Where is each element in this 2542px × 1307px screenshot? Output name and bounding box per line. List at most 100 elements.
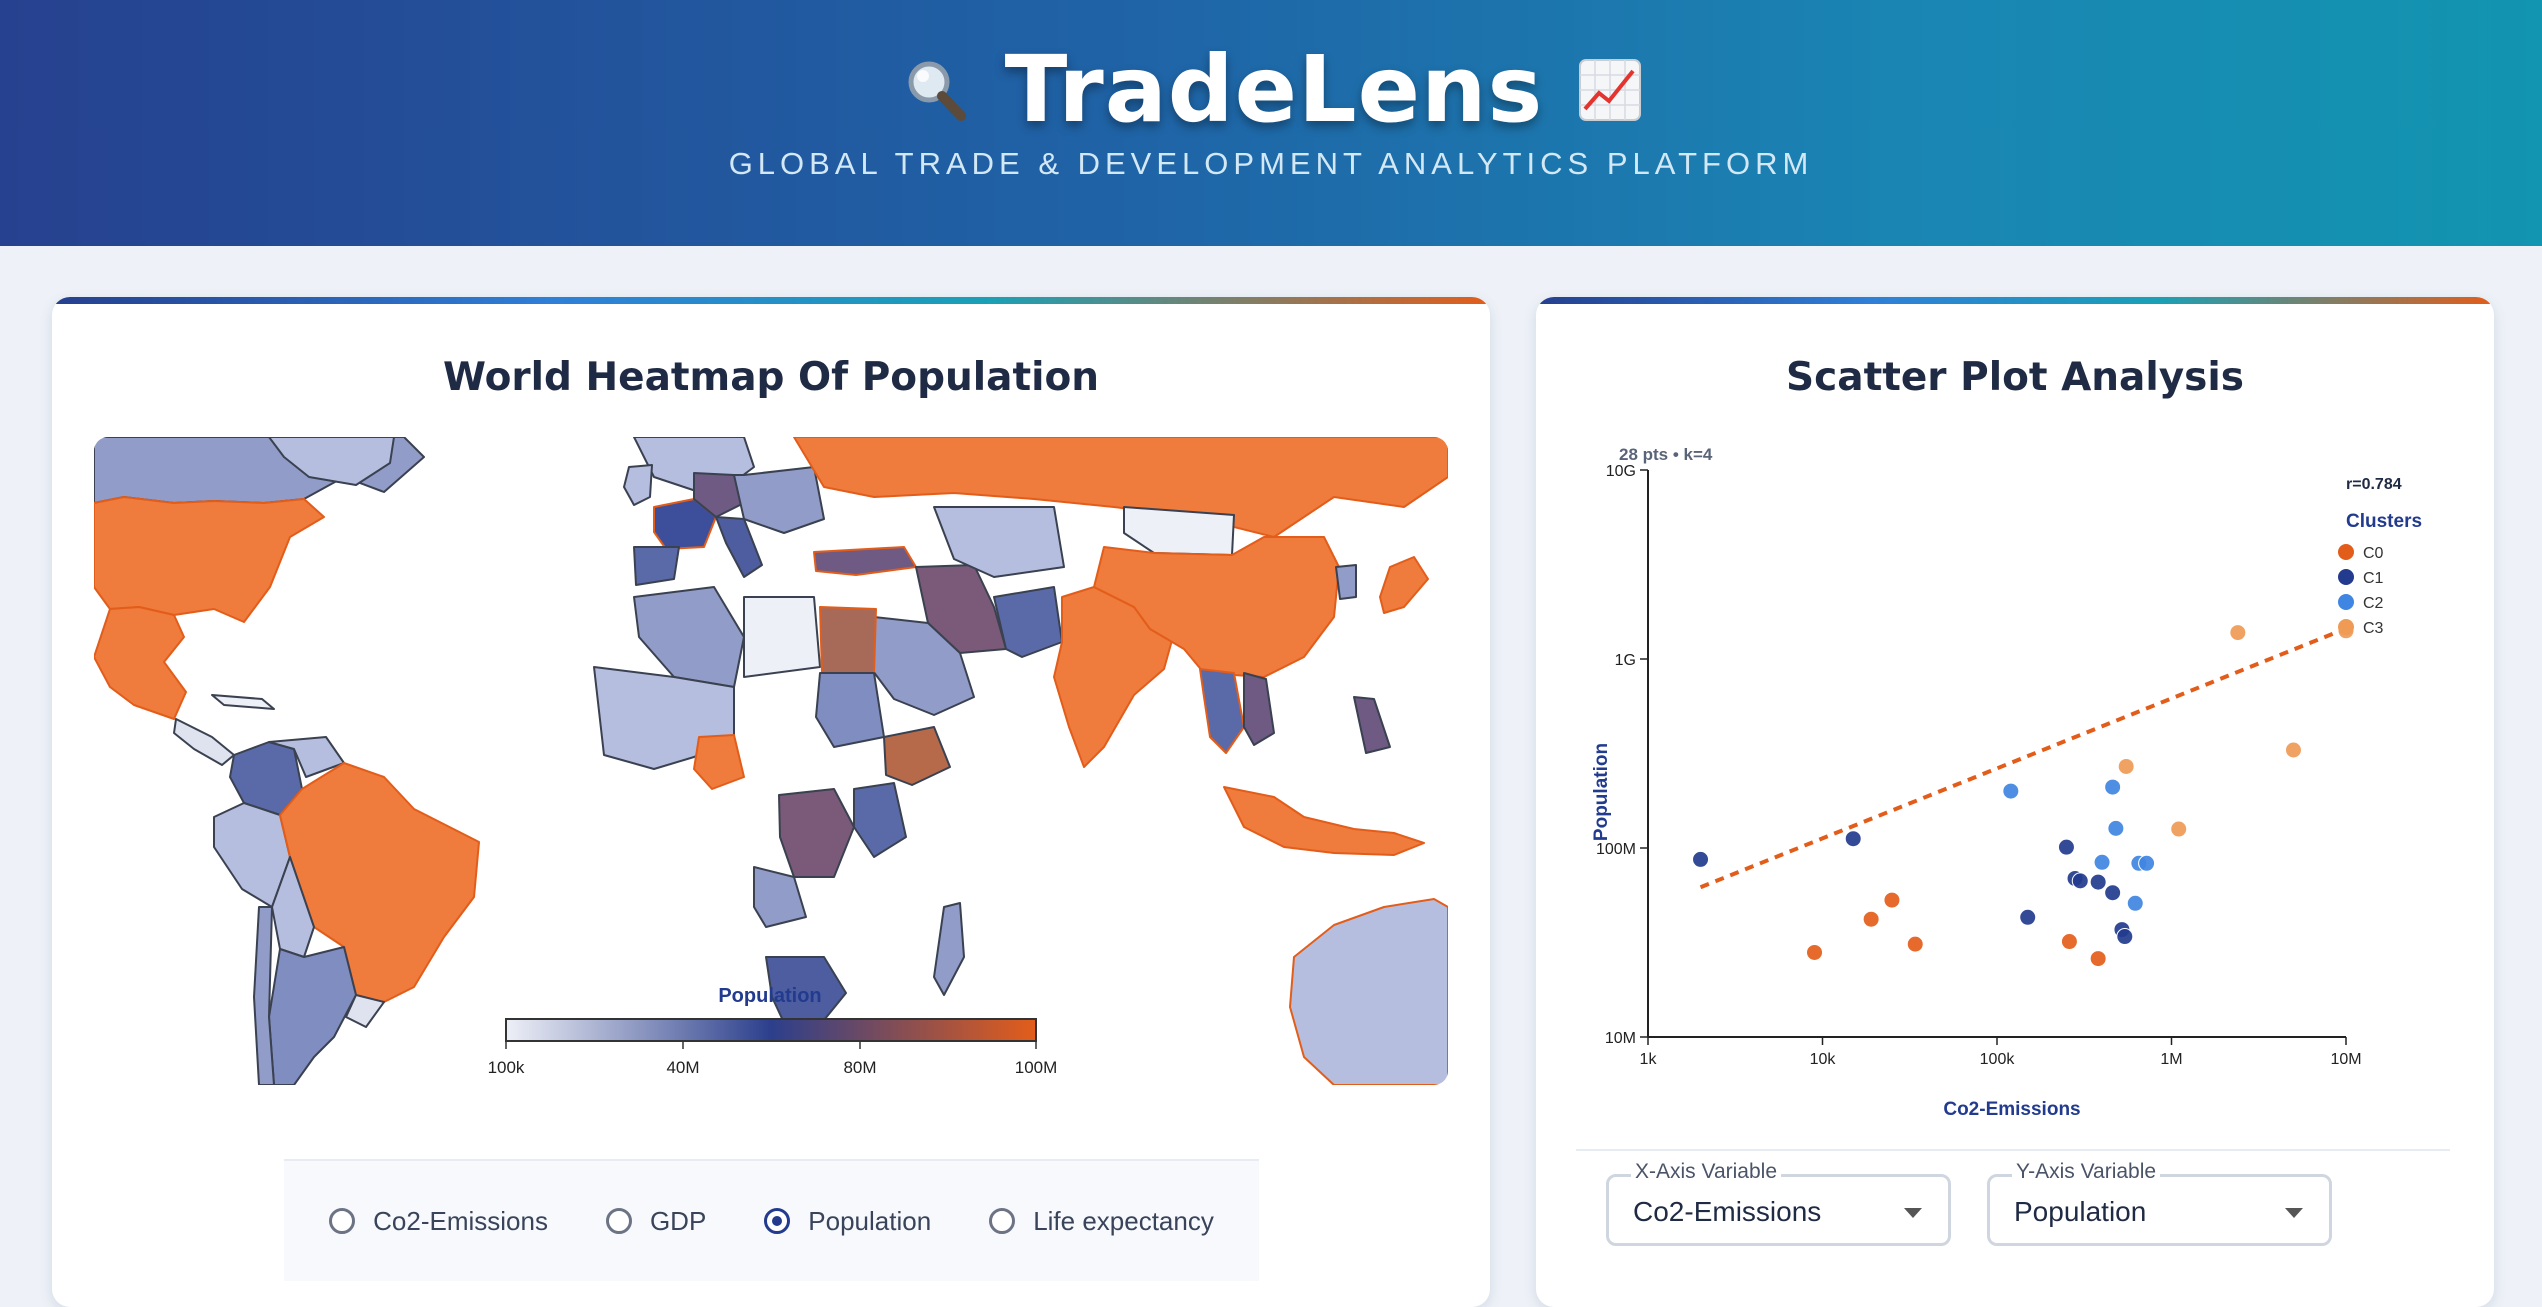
country-cuba[interactable] xyxy=(211,694,275,710)
country-angola[interactable] xyxy=(753,866,807,928)
country-chile[interactable] xyxy=(253,906,275,1085)
country-myanmar-thailand[interactable] xyxy=(1199,668,1245,754)
y-axis-select[interactable]: Y-Axis Variable Population xyxy=(1987,1160,2332,1246)
metric-radio-group: Co2-Emissions GDP Population Life expect… xyxy=(284,1159,1259,1281)
scatter-point-c1[interactable] xyxy=(2071,872,2089,890)
country-japan[interactable] xyxy=(1379,556,1429,614)
scatter-points[interactable] xyxy=(1692,622,2355,968)
country-libya[interactable] xyxy=(743,596,821,678)
country-brazil[interactable] xyxy=(279,762,480,1003)
x-tick-label: 10M xyxy=(2330,1051,2361,1068)
country-indonesia[interactable] xyxy=(1223,786,1425,856)
scatter-point-c1[interactable] xyxy=(1692,850,1710,868)
scatter-point-c3[interactable] xyxy=(2284,741,2302,759)
country-philippines[interactable] xyxy=(1353,696,1391,754)
country-bolivia[interactable] xyxy=(271,856,315,958)
scatter-point-c0[interactable] xyxy=(1806,943,1824,961)
card-accent-bar xyxy=(52,297,1490,304)
scatter-point-c0[interactable] xyxy=(2089,950,2107,968)
scatter-trendline-group xyxy=(1699,626,2347,890)
radio-indicator[interactable] xyxy=(989,1208,1016,1234)
card-accent-bar xyxy=(1536,297,2494,304)
y-axis-select-value: Population xyxy=(2014,1196,2147,1227)
country-greenland[interactable] xyxy=(268,437,395,486)
legend-swatch-c3 xyxy=(2338,619,2354,635)
x-axis-select-value: Co2-Emissions xyxy=(1633,1196,1822,1227)
scatter-point-c2[interactable] xyxy=(2138,854,2156,872)
scatter-point-c2[interactable] xyxy=(2107,819,2125,837)
country-mexico[interactable] xyxy=(94,606,187,720)
country-egypt[interactable] xyxy=(819,606,877,674)
world-map[interactable]: Population 100k 40M 80M 100M xyxy=(94,437,1448,1085)
radio-indicator[interactable] xyxy=(764,1208,791,1234)
app-subtitle: GLOBAL TRADE & DEVELOPMENT ANALYTICS PLA… xyxy=(728,146,1814,181)
country-italy[interactable] xyxy=(715,516,763,578)
y-tick-label: 10G xyxy=(1606,463,1636,480)
country-central-america[interactable] xyxy=(173,718,235,766)
country-sudan[interactable] xyxy=(815,672,885,748)
scatter-point-c0[interactable] xyxy=(1862,910,1880,928)
legend-label-c0: C0 xyxy=(2363,545,2384,562)
legend-label-c3: C3 xyxy=(2363,620,2384,637)
scatter-point-c2[interactable] xyxy=(2104,778,2122,796)
scatter-point-c2[interactable] xyxy=(2093,853,2111,871)
x-tick-label: 1k xyxy=(1640,1051,1658,1068)
scatter-point-c3[interactable] xyxy=(2170,820,2188,838)
chevron-down-icon[interactable] xyxy=(2285,1208,2303,1218)
magnifier-icon xyxy=(908,61,966,121)
x-axis-select[interactable]: X-Axis Variable Co2-Emissions xyxy=(1606,1160,1951,1246)
country-venezuela[interactable] xyxy=(268,736,345,778)
legend-tick-3: 100M xyxy=(1015,1058,1058,1077)
scatter-axes: 1k 10k 100k 1M 10M 10M 100M 1G 10G xyxy=(1596,463,2362,1068)
country-australia[interactable] xyxy=(1289,898,1448,1085)
chart-up-icon xyxy=(1579,58,1642,121)
radio-label: Co2-Emissions xyxy=(373,1205,548,1236)
radio-life-expectancy[interactable]: Life expectancy xyxy=(989,1206,1214,1237)
scatter-point-c2[interactable] xyxy=(2002,782,2020,800)
scatter-point-c1[interactable] xyxy=(2116,928,2134,946)
x-tick-label: 100k xyxy=(1980,1051,2016,1068)
chevron-down-icon[interactable] xyxy=(1904,1208,1922,1218)
radio-population[interactable]: Population xyxy=(764,1206,931,1237)
radio-indicator[interactable] xyxy=(329,1208,356,1234)
country-kazakhstan[interactable] xyxy=(933,506,1065,578)
radio-label: Population xyxy=(808,1205,932,1236)
y-tick-label: 10M xyxy=(1605,1030,1636,1047)
country-germany[interactable] xyxy=(693,472,745,518)
country-ethiopia[interactable] xyxy=(883,726,951,786)
country-nigeria[interactable] xyxy=(693,734,745,790)
country-korea[interactable] xyxy=(1335,564,1357,600)
country-uruguay[interactable] xyxy=(345,994,385,1028)
scatter-point-c0[interactable] xyxy=(2060,933,2078,951)
scatter-point-c0[interactable] xyxy=(1906,935,1924,953)
scatter-point-c1[interactable] xyxy=(2019,908,2037,926)
country-china[interactable] xyxy=(1093,536,1340,678)
country-dr-congo[interactable] xyxy=(778,788,855,878)
scatter-point-c1[interactable] xyxy=(2089,873,2107,891)
scatter-legend: C0 C1 C2 C3 xyxy=(2338,544,2384,637)
country-spain[interactable] xyxy=(633,546,680,586)
scatter-point-c2[interactable] xyxy=(2126,894,2144,912)
scatter-point-c3[interactable] xyxy=(2229,624,2247,642)
radio-label: Life expectancy xyxy=(1033,1205,1214,1236)
x-tick-label: 1M xyxy=(2160,1051,2182,1068)
app-header: TradeLens GLOBAL TRADE & DEVELOPMENT ANA… xyxy=(0,0,2542,246)
legend-tick-1: 40M xyxy=(666,1058,699,1077)
scatter-point-c1[interactable] xyxy=(1844,830,1862,848)
scatter-plot[interactable]: 28 pts • k=4 r=0.784 Clusters Co2-Emissi… xyxy=(1536,437,2494,1127)
radio-co2-emissions[interactable]: Co2-Emissions xyxy=(329,1206,548,1237)
map-card: World Heatmap Of Population xyxy=(52,297,1490,1307)
country-turkey[interactable] xyxy=(813,546,917,576)
country-kenya-tanzania[interactable] xyxy=(853,782,907,858)
scatter-point-c3[interactable] xyxy=(2117,757,2135,775)
country-uk[interactable] xyxy=(623,464,653,506)
country-afghanistan-pakistan[interactable] xyxy=(993,586,1063,658)
scatter-point-c0[interactable] xyxy=(1883,891,1901,909)
scatter-point-c1[interactable] xyxy=(2057,838,2075,856)
scatter-point-c1[interactable] xyxy=(2104,884,2122,902)
country-vietnam[interactable] xyxy=(1243,672,1275,746)
legend-tick-0: 100k xyxy=(488,1058,525,1077)
radio-gdp[interactable]: GDP xyxy=(605,1206,706,1237)
radio-indicator[interactable] xyxy=(605,1208,632,1234)
country-madagascar[interactable] xyxy=(933,902,965,996)
